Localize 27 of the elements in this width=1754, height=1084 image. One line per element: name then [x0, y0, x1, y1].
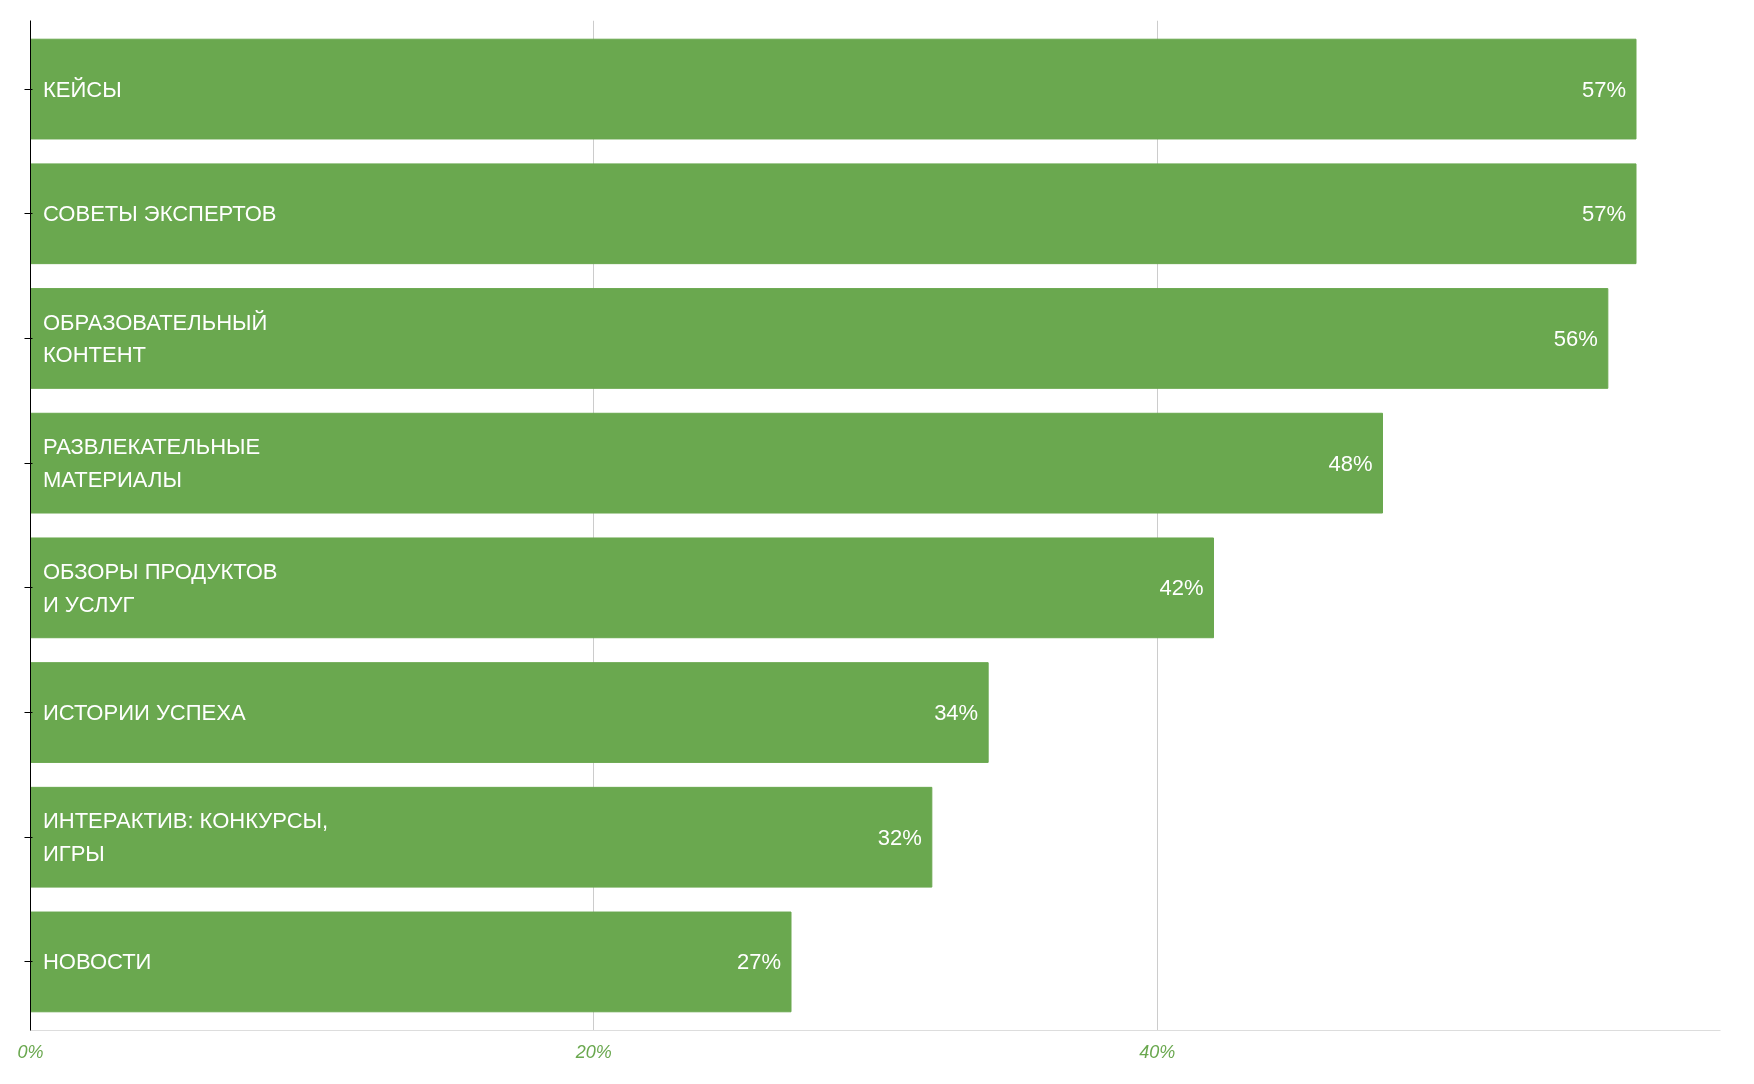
- data-label: 57%: [1581, 76, 1627, 102]
- y-tick-label: ИСТОРИИ УСПЕХА: [42, 700, 246, 726]
- data-label: 56%: [1553, 325, 1598, 351]
- y-tick-label: РАЗВЛЕКАТЕЛЬНЫЕ МАТЕРИАЛЫ: [42, 434, 261, 492]
- data-label: 42%: [1159, 575, 1204, 601]
- data-label: 32%: [877, 824, 922, 850]
- bar: [30, 288, 1609, 389]
- data-label: 27%: [736, 949, 782, 975]
- bar: [30, 786, 933, 888]
- data-label: 34%: [934, 700, 979, 726]
- y-tick-label: ОБРАЗОВАТЕЛЬНЫЙ КОНТЕНТ: [42, 309, 268, 368]
- y-tick-label: ОБЗОРЫ ПРОДУКТОВ И УСЛУГ: [42, 559, 278, 617]
- bar: [30, 163, 1637, 265]
- x-tick-label: 20%: [574, 1041, 612, 1062]
- bar: [30, 38, 1637, 140]
- x-tick-label: 0%: [17, 1041, 44, 1062]
- y-tick-label: КЕЙСЫ: [42, 76, 122, 102]
- bar: [30, 911, 792, 1013]
- x-tick-label: 40%: [1139, 1041, 1176, 1062]
- bar: [30, 662, 989, 763]
- bar: [30, 537, 1214, 639]
- y-tick-label: ИНТЕРАКТИВ: КОНКУРСЫ, ИГРЫ: [42, 808, 329, 866]
- y-tick-label: СОВЕТЫ ЭКСПЕРТОВ: [42, 201, 277, 227]
- data-label: 48%: [1328, 450, 1373, 476]
- y-tick-label: НОВОСТИ: [42, 949, 152, 975]
- bar: [30, 412, 1383, 514]
- data-label: 57%: [1581, 201, 1627, 227]
